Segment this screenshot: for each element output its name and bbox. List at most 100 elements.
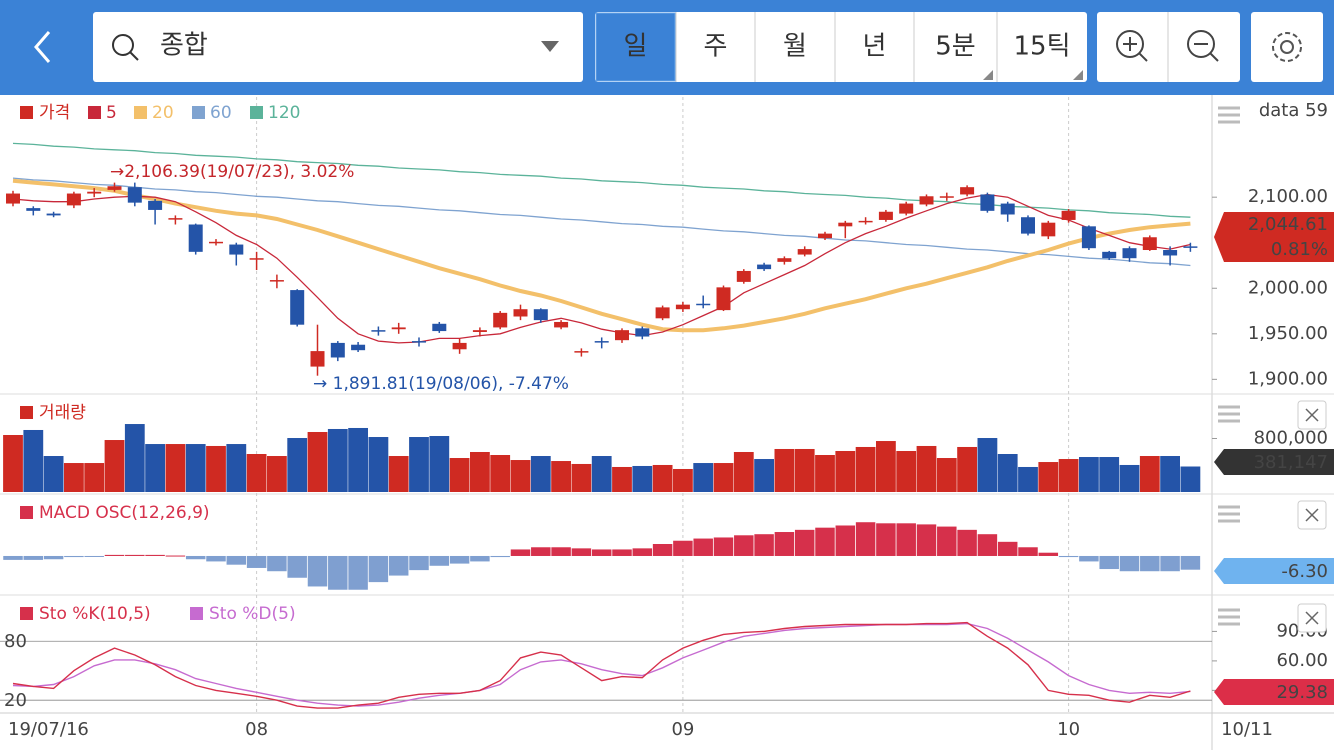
search-icon-handle — [129, 51, 139, 61]
candle-body — [878, 211, 893, 220]
x-tick-label: 09 — [671, 719, 694, 740]
tab[interactable]: 년 — [863, 32, 887, 62]
bar — [937, 526, 957, 556]
bar — [835, 525, 856, 556]
candle-body — [554, 321, 569, 328]
bar — [774, 448, 795, 492]
guide-label: 80 — [4, 631, 27, 652]
panel-title: 거래량 — [39, 403, 86, 423]
bar — [104, 440, 125, 492]
zoom-in-button[interactable] — [1116, 30, 1144, 58]
y-tick-label: 2,000.00 — [1248, 277, 1328, 298]
bar — [896, 523, 916, 556]
legend-swatch — [20, 506, 33, 519]
candle-body — [26, 208, 41, 211]
current-value-box — [1214, 558, 1334, 584]
candle-body — [269, 280, 284, 282]
current-value: 2,044.61 — [1248, 214, 1328, 235]
bar — [510, 549, 531, 556]
zoom-out-icon — [1194, 43, 1219, 62]
price-annotation: →2,106.39(19/07/23), 3.02% — [110, 162, 354, 182]
bar — [1119, 555, 1140, 572]
bar — [1160, 555, 1180, 572]
bar — [916, 445, 937, 492]
panel-close-icon — [1305, 408, 1319, 422]
bar — [1018, 466, 1038, 492]
bar — [1079, 457, 1099, 492]
bar — [510, 460, 531, 492]
bar — [246, 555, 267, 568]
bar — [246, 454, 267, 492]
x-tick-label: 08 — [245, 719, 268, 740]
tab[interactable]: 일 — [624, 32, 648, 62]
bar — [449, 555, 470, 564]
bar — [327, 428, 348, 492]
legend-swatch — [190, 607, 203, 620]
bar — [551, 547, 571, 556]
candle-body — [229, 244, 244, 255]
settings-button[interactable] — [1272, 32, 1302, 62]
tab[interactable]: 주 — [704, 32, 728, 62]
current-value-box — [1214, 449, 1334, 475]
candle-body — [675, 304, 690, 310]
legend-label: Sto %D(5) — [209, 604, 296, 624]
bar — [1058, 459, 1079, 492]
candle-body — [452, 342, 467, 350]
bar — [64, 463, 84, 492]
candle-body — [107, 186, 122, 190]
candle-body — [655, 307, 670, 319]
candle-body — [635, 328, 650, 337]
bar — [571, 463, 592, 492]
candle-body — [736, 270, 751, 282]
bar — [977, 534, 998, 556]
data-count: data 59 — [1259, 100, 1328, 121]
tab[interactable]: 15틱 — [1013, 32, 1070, 62]
legend-swatch — [20, 607, 33, 620]
candle-body — [1061, 210, 1076, 220]
candle-body — [757, 264, 772, 270]
change-value: 0.81% — [1271, 239, 1328, 260]
candle-body — [1142, 237, 1157, 251]
bar — [429, 436, 450, 492]
tab[interactable]: 5분 — [935, 32, 975, 62]
zoom-out-button[interactable] — [1187, 30, 1215, 58]
bar — [307, 555, 328, 587]
bar — [409, 437, 429, 492]
bar — [23, 429, 44, 492]
search-box[interactable] — [93, 12, 583, 82]
candle-body — [696, 303, 711, 306]
bar — [1180, 555, 1201, 570]
tab[interactable]: 월 — [783, 32, 807, 62]
bar — [490, 455, 511, 492]
legend-label: 5 — [106, 103, 117, 123]
candle-body — [1081, 226, 1096, 249]
stochastic-line — [12, 621, 1191, 709]
bar — [652, 464, 673, 492]
bar — [490, 555, 510, 558]
bar — [388, 456, 409, 492]
candle-body — [1041, 222, 1056, 237]
candle-body — [391, 327, 406, 330]
bar — [64, 555, 84, 558]
bar — [348, 555, 368, 590]
zoom-in-icon — [1123, 37, 1148, 62]
y-tick-label: 60.00 — [1276, 650, 1328, 671]
dropdown-arrow[interactable] — [541, 41, 559, 52]
bar — [734, 535, 754, 556]
candle-body — [290, 290, 305, 325]
legend-swatch — [20, 106, 33, 119]
candle-body — [899, 203, 914, 214]
bar — [957, 446, 977, 492]
candle-body — [412, 341, 426, 343]
back-button[interactable] — [34, 31, 51, 63]
bar — [815, 527, 835, 556]
candle-body — [533, 309, 548, 321]
current-value: 381,147 — [1254, 452, 1328, 473]
candle-body — [919, 196, 934, 205]
bar — [835, 450, 856, 492]
bar — [124, 424, 145, 492]
candle-body — [127, 187, 142, 203]
bar — [307, 431, 328, 492]
bar — [145, 444, 165, 492]
bar — [1160, 456, 1180, 492]
